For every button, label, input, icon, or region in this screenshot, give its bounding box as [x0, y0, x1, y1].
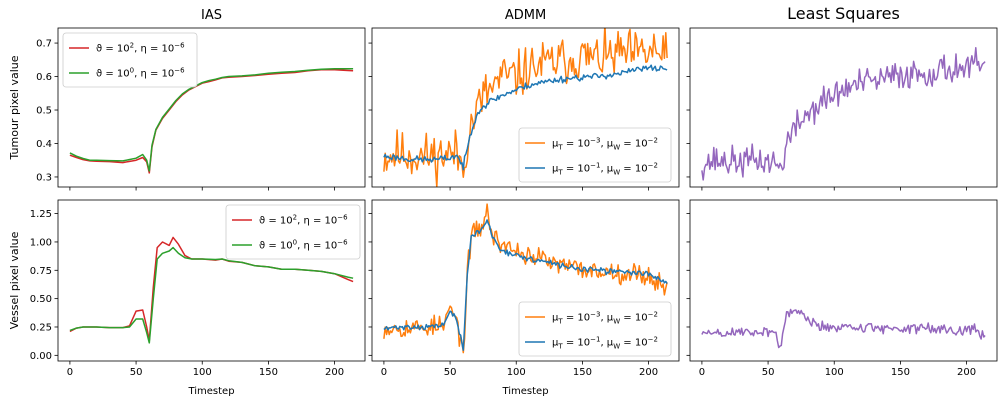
series-line-purple — [701, 46, 986, 181]
legend-label: ϑ = 102​, η = 10−6​ — [259, 214, 348, 227]
x-tick-label: 100 — [193, 367, 212, 378]
series-line-green — [69, 246, 354, 344]
series-line-orange — [383, 28, 668, 187]
series-line-purple — [701, 308, 986, 349]
legend: ϑ = 102​, η = 10−6​ ϑ = 100​, η = 10−6​ — [225, 204, 361, 260]
axes-frame — [689, 27, 998, 188]
x-tick-label: 50 — [762, 367, 775, 378]
panel-title: Least Squares — [787, 4, 900, 23]
y-tick-label: 0.50 — [30, 294, 52, 305]
axes-frame — [371, 199, 680, 362]
legend-box — [225, 204, 361, 260]
panel-ls-tumour: Least Squares — [686, 4, 998, 191]
x-tick-label: 100 — [507, 367, 526, 378]
legend-label: ϑ = 100​, η = 10−6​ — [96, 67, 185, 80]
series-line-blue — [383, 64, 668, 171]
y-tick-label: 1.25 — [30, 209, 52, 220]
x-tick-label: 0 — [67, 367, 73, 378]
x-tick-label: 0 — [699, 367, 705, 378]
legend-box — [62, 32, 198, 88]
legend-label: ϑ = 100​, η = 10−6​ — [259, 239, 348, 252]
series-line-orange — [383, 203, 668, 354]
y-tick-label: 0.00 — [30, 351, 52, 362]
y-tick-label: 0.4 — [36, 139, 52, 150]
x-tick-label: 150 — [891, 367, 910, 378]
legend-label: μT​ = 10−3​, μW​ = 10−2​ — [552, 137, 658, 152]
legend-label: μT​ = 10−1​, μW​ = 10−2​ — [552, 336, 658, 351]
x-tick-label: 50 — [444, 367, 457, 378]
axes-frame — [57, 27, 366, 188]
panel-admm-vessel: 0 50 100 150 200 Timestep μT​ = 10−3​, μW​ = 1… — [368, 199, 680, 397]
legend-label: ϑ = 102​, η = 10−6​ — [96, 42, 185, 55]
x-tick-label: 200 — [639, 367, 658, 378]
panel-ias-tumour: 0.3 0.4 0.5 0.6 0.7 IAS Tumour pixel value ϑ = … — [8, 8, 366, 191]
x-tick-label: 200 — [957, 367, 976, 378]
axes-frame — [689, 199, 998, 362]
x-tick-label: 100 — [825, 367, 844, 378]
legend: μT​ = 10−3​, μW​ = 10−2​ μT​ = 10−1​, μW​… — [518, 301, 672, 357]
y-tick-label: 0.6 — [36, 72, 52, 83]
y-tick-label: 0.5 — [36, 106, 52, 117]
series-line-green — [69, 68, 354, 172]
y-tick-label: 1.00 — [30, 237, 52, 248]
x-tick-label: 50 — [130, 367, 143, 378]
y-tick-label: 0.7 — [36, 39, 52, 50]
x-tick-label: 150 — [573, 367, 592, 378]
panel-ls-vessel: 0 50 100 150 200 — [686, 199, 998, 378]
y-axis-label: Tumour pixel value — [8, 55, 21, 160]
x-axis-label: Timestep — [187, 386, 234, 397]
panel-title: ADMM — [505, 8, 546, 23]
legend: μT​ = 10−3​, μW​ = 10−2​ μT​ = 10−1​, μW​… — [518, 127, 672, 183]
x-axis-label: Timestep — [501, 386, 548, 397]
y-tick-label: 0.25 — [30, 322, 52, 333]
legend-box — [518, 301, 672, 357]
y-axis-label: Vessel pixel value — [8, 231, 21, 329]
x-tick-label: 0 — [381, 367, 387, 378]
x-tick-label: 200 — [325, 367, 344, 378]
series-line-blue — [383, 219, 668, 351]
legend-label: μT​ = 10−3​, μW​ = 10−2​ — [552, 311, 658, 326]
panel-admm-tumour: ADMM μT​ = 10−3​, μW​ = 10−2​ μT​ = 10−1​,… — [368, 8, 680, 191]
panel-title: IAS — [201, 8, 222, 23]
panel-ias-vessel: 0 50 100 150 200 0.00 0.25 0.50 0.75 1.00 1.25 Vess… — [8, 199, 366, 397]
legend: ϑ = 102​, η = 10−6​ ϑ = 100​, η = 10−6​ — [62, 32, 198, 88]
y-tick-label: 0.75 — [30, 266, 52, 277]
legend-box — [518, 127, 672, 183]
legend-label: μT​ = 10−1​, μW​ = 10−2​ — [552, 162, 658, 177]
y-tick-label: 0.3 — [36, 172, 52, 183]
axes-frame — [57, 199, 366, 362]
axes-frame — [371, 27, 680, 188]
x-tick-label: 150 — [259, 367, 278, 378]
